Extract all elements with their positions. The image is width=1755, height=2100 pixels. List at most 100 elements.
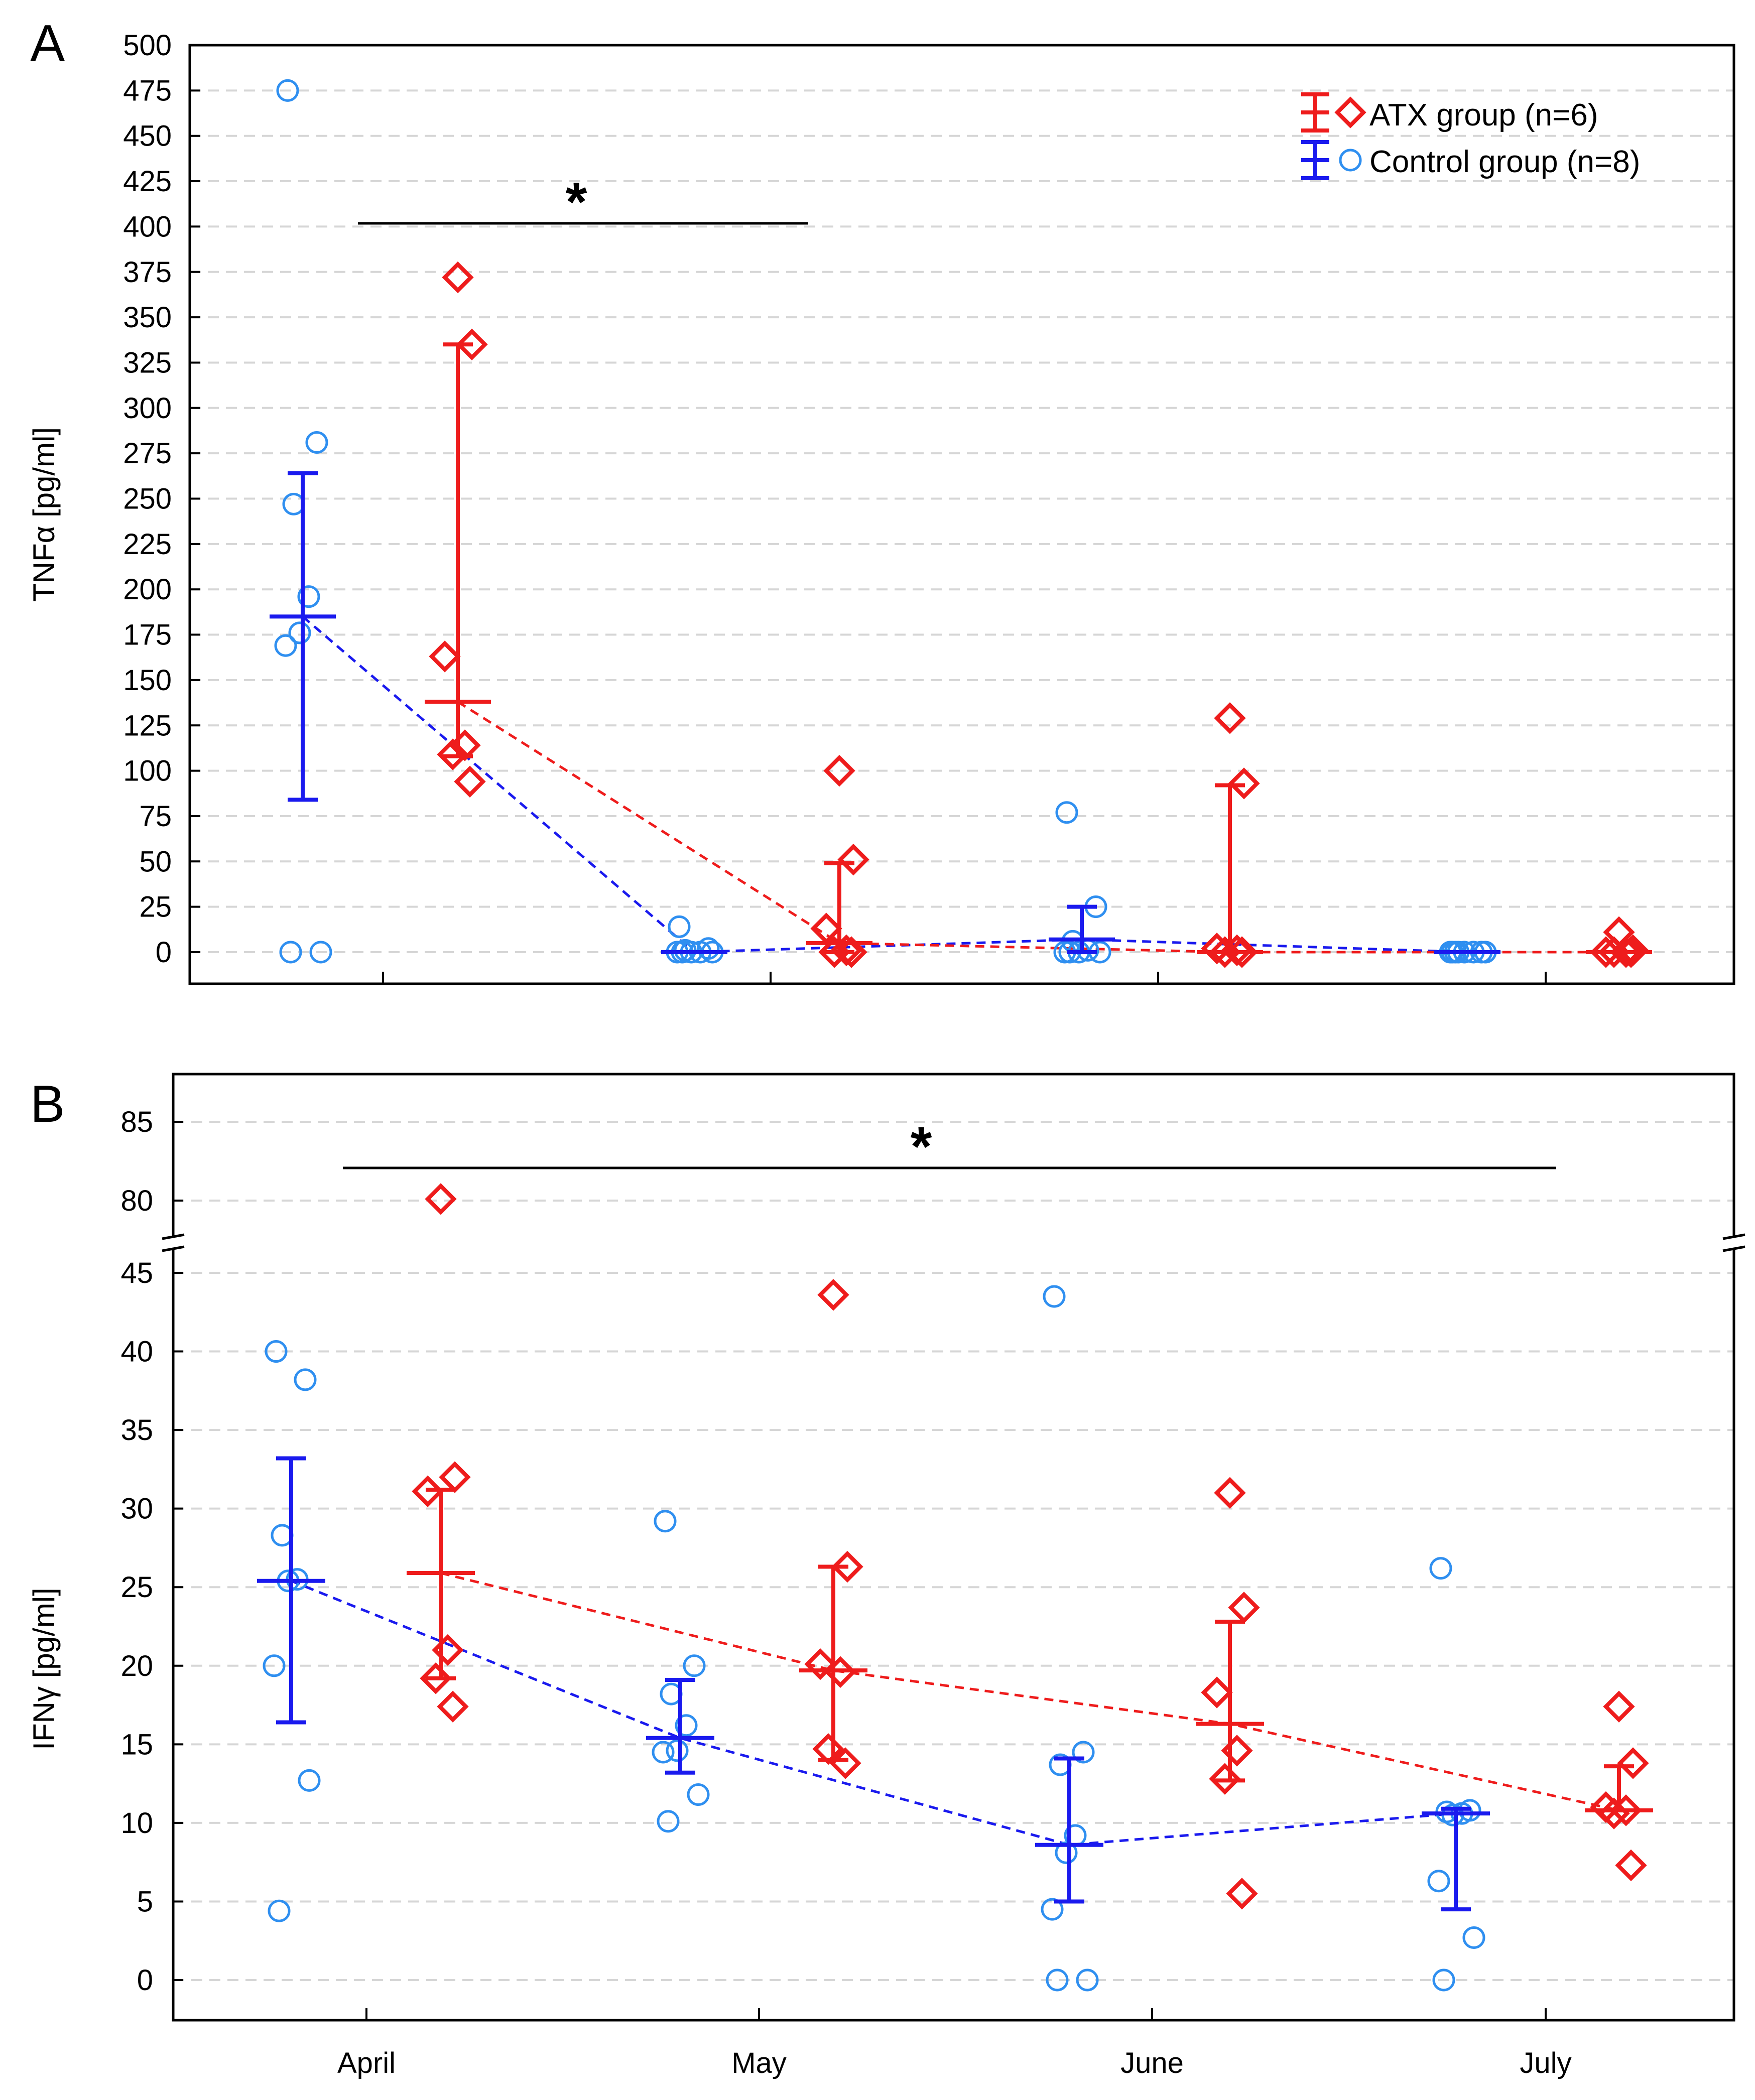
- panel-a-atx-point: [437, 738, 469, 770]
- panel-a-y-tick-label: 225: [123, 528, 172, 561]
- panel-a-atx-point: [1226, 936, 1258, 968]
- panel-b-control-point: [1076, 1968, 1099, 1992]
- panel-a-y-tick-label: 425: [123, 165, 172, 198]
- axis-break-slash: [1722, 1233, 1745, 1240]
- panel-a-y-tick-label: 475: [123, 74, 172, 107]
- panel-b-control-point: [654, 1510, 677, 1533]
- panel-b-atx-point: [1617, 1747, 1649, 1779]
- panel-b-atx-point: [817, 1279, 849, 1311]
- panel-b-atx-point: [804, 1648, 836, 1680]
- panel-b-ifn-gamma: B 0 5 10 15 20 25 30 35 40 45 80 85 April May June Jul…: [27, 1073, 1745, 2079]
- panel-b-atx-point: [1226, 1878, 1258, 1910]
- panel-b-y-axis-label: IFNγ [pg/ml]: [27, 1588, 61, 1750]
- panel-a-control-point: [276, 79, 299, 102]
- panel-b-control-point: [675, 1714, 698, 1737]
- panel-a-atx-point: [454, 765, 486, 798]
- panel-b-control-point: [1432, 1968, 1455, 1992]
- panel-a-y-tick-label: 250: [123, 483, 172, 515]
- panel-a-control-point: [288, 621, 311, 644]
- panel-b-x-tick-label: April: [337, 2047, 396, 2079]
- legend-atx-label: ATX group (n=6): [1369, 98, 1598, 133]
- axis-break-slash: [162, 1245, 185, 1252]
- panel-b-y-tick-label: 85: [120, 1106, 153, 1138]
- panel-b-atx-point: [425, 1183, 457, 1215]
- panel-b-control-point: [268, 1899, 291, 1922]
- panel-a-control-point: [274, 634, 297, 657]
- panel-b-control-point: [1072, 1741, 1095, 1764]
- panel-b-y-tick-label: 35: [120, 1414, 153, 1447]
- panel-a-plot-frame: [188, 44, 1735, 985]
- panel-b-atx-point: [1201, 1676, 1233, 1709]
- panel-b-control-point: [683, 1654, 706, 1677]
- panel-b-control-point: [652, 1741, 675, 1764]
- panel-b-atx-point: [437, 1690, 469, 1723]
- panel-a-y-tick-label: 200: [123, 573, 172, 606]
- panel-a-control-point: [279, 941, 302, 964]
- panel-b-atx-trend-line: [440, 1571, 1619, 1812]
- panel-a-y-tick-label: 150: [123, 664, 172, 697]
- panel-b-atx-point: [1209, 1763, 1241, 1795]
- panel-b-atx-point: [412, 1475, 444, 1507]
- panel-a-atx-point: [837, 844, 869, 876]
- panel-a-y-tick-label: 300: [123, 392, 172, 425]
- panel-a-y-tick-label: 500: [123, 29, 172, 62]
- panel-a-y-tick-label: 50: [139, 845, 172, 878]
- panel-a-y-tick-label: 450: [123, 120, 172, 153]
- panel-a-atx-point: [835, 936, 867, 968]
- panel-a-atx-point: [456, 328, 488, 360]
- panel-b-control-point: [1046, 1968, 1069, 1992]
- panel-b-significance-star: *: [911, 1116, 932, 1177]
- panel-b-control-point: [687, 1783, 710, 1806]
- panel-b-plot-frame: [172, 1073, 1735, 2022]
- panel-b-label: B: [30, 1075, 65, 1133]
- panel-a-tnf-alpha: A 0 25 50 75 100 125 150 175 200 225 250 275 300 325 3…: [27, 15, 1735, 985]
- panel-a-atx-point: [1615, 936, 1647, 968]
- panel-a-control-trend-line: [302, 615, 1468, 954]
- legend-control-marker: [1339, 149, 1362, 172]
- axis-break-marker: [162, 1233, 1745, 1252]
- panel-a-control-point: [297, 585, 320, 608]
- legend: ATX group (n=6) Control group (n=8): [1301, 92, 1640, 180]
- panel-b-control-point: [1055, 1841, 1078, 1864]
- panel-a-atx-point: [429, 640, 461, 673]
- panel-a-significance-star: *: [566, 171, 587, 233]
- panel-b-x-tick-label: July: [1520, 2047, 1571, 2079]
- panel-b-y-tick-label: 80: [120, 1185, 153, 1217]
- panel-b-control-point: [1041, 1898, 1064, 1921]
- panel-b-control-point: [1043, 1285, 1066, 1308]
- panel-b-y-tick-label: 0: [137, 1964, 153, 1997]
- panel-b-atx-point: [831, 1550, 863, 1583]
- panel-b-control-trend-line: [291, 1580, 1456, 1847]
- axis-break-slash: [1722, 1245, 1745, 1252]
- panel-b-control-point: [298, 1769, 321, 1792]
- panel-b-control-point: [265, 1340, 288, 1363]
- panel-b-x-tick-label: May: [731, 2047, 787, 2079]
- panel-a-y-tick-label: 75: [139, 800, 172, 833]
- panel-b-y-tick-label: 30: [120, 1493, 153, 1525]
- panel-a-control-point: [305, 431, 328, 454]
- panel-a-y-tick-label: 275: [123, 437, 172, 470]
- panel-b-control-point: [1462, 1926, 1485, 1949]
- panel-a-atx-point: [1228, 767, 1260, 800]
- panel-a-label: A: [30, 15, 65, 73]
- panel-b-y-tick-label: 20: [120, 1650, 153, 1682]
- panel-a-control-point: [668, 915, 691, 938]
- panel-b-control-point: [263, 1654, 286, 1677]
- panel-b-control-point: [666, 1739, 689, 1762]
- panel-a-atx-point: [1214, 702, 1246, 734]
- panel-a-y-tick-label: 350: [123, 301, 172, 334]
- panel-a-atx-point: [1201, 933, 1233, 965]
- panel-a-y-tick-label: 175: [123, 619, 172, 651]
- panel-b-atx-point: [1615, 1849, 1647, 1882]
- panel-a-y-tick-label: 0: [156, 936, 172, 969]
- panel-b-atx-point: [1603, 1690, 1635, 1723]
- panel-b-control-point: [1427, 1870, 1450, 1893]
- panel-b-y-tick-label: 5: [137, 1885, 153, 1918]
- panel-a-y-axis-label: TNFα [pg/ml]: [27, 427, 61, 602]
- panel-a-control-point: [309, 941, 332, 964]
- panel-a-y-tick-label: 100: [123, 755, 172, 788]
- panel-b-y-tick-label: 40: [120, 1336, 153, 1368]
- panel-b-y-tick-label: 25: [120, 1571, 153, 1604]
- legend-atx-marker: [1334, 96, 1366, 128]
